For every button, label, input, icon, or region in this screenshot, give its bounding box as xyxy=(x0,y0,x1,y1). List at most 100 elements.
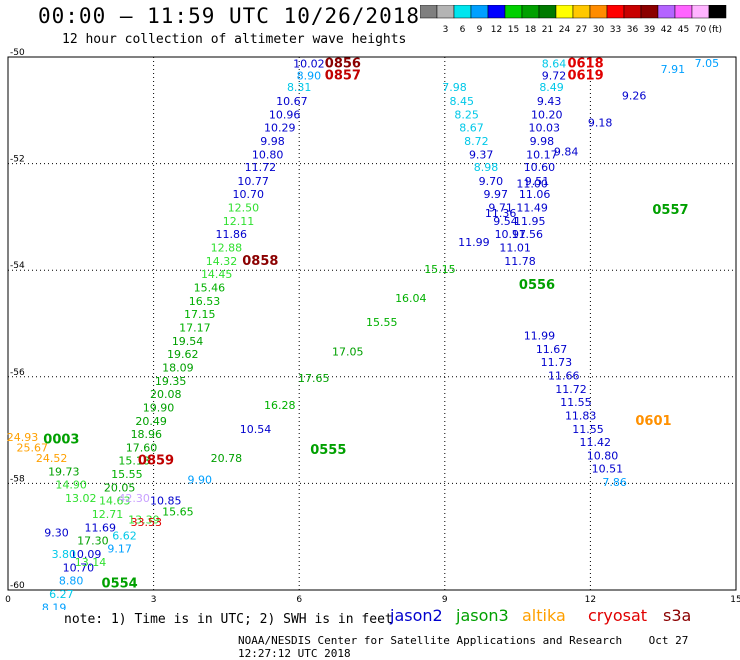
wave-height-point: 14.45 xyxy=(201,268,233,281)
pass-time-label: 0556 xyxy=(519,278,555,293)
wave-height-point: 10.80 xyxy=(587,449,619,462)
wave-height-point: 7.98 xyxy=(442,81,467,94)
wave-height-point: 10.54 xyxy=(240,423,272,436)
wave-height-point: 8.72 xyxy=(464,135,489,148)
x-tick-label: 15 xyxy=(730,595,740,605)
wave-height-point: 8.19 xyxy=(42,601,67,610)
wave-height-point: 9.70 xyxy=(479,175,504,188)
pass-time-label: 0859 xyxy=(138,454,174,469)
y-tick-label: -52 xyxy=(10,155,25,165)
wave-height-point: 11.55 xyxy=(560,396,592,409)
scale-label: 30 xyxy=(593,25,605,35)
wave-height-point: 10.02 xyxy=(293,58,325,71)
scale-unit: (ft) xyxy=(708,25,722,35)
wave-height-point: 7.05 xyxy=(695,57,720,70)
wave-height-point: 24.52 xyxy=(36,452,68,465)
wave-height-point: 10.29 xyxy=(264,122,296,135)
wave-height-point: 8.98 xyxy=(474,161,499,174)
wave-height-point: 15.15 xyxy=(424,263,456,276)
wave-height-point: 9.72 xyxy=(542,69,567,82)
scale-label: 3 xyxy=(443,25,449,35)
wave-height-point: 11.86 xyxy=(216,228,248,241)
chart-title: 00:00 – 11:59 UTC 10/26/2018 xyxy=(38,4,421,28)
pass-time-label: 0557 xyxy=(652,203,688,218)
wave-height-point: 10.51 xyxy=(592,463,624,476)
wave-height-point: 9.18 xyxy=(588,116,613,129)
scale-label: 9 xyxy=(477,25,483,35)
scale-label: 24 xyxy=(559,25,571,35)
wave-height-point: 11.99 xyxy=(458,236,490,249)
wave-height-point: 9.51 xyxy=(525,175,550,188)
pass-time-label: 0856 xyxy=(325,57,361,72)
wave-height-point: 11.01 xyxy=(499,242,531,255)
wave-height-point: 9.17 xyxy=(107,543,132,556)
wave-height-chart: 0 3 6 9 12 15-50-52-54-56-58-6010.028.908.311… xyxy=(5,48,740,610)
wave-height-point: 17.65 xyxy=(298,372,330,385)
wave-height-point: 11.55 xyxy=(572,423,604,436)
y-tick-label: -58 xyxy=(10,474,25,484)
wave-height-point: 13.14 xyxy=(75,556,107,569)
x-tick-label: 0 xyxy=(5,595,11,605)
scale-label: 6 xyxy=(460,25,466,35)
wave-height-point: 8.80 xyxy=(59,575,84,588)
wave-height-point: 11.72 xyxy=(555,383,587,396)
wave-height-point: 18.96 xyxy=(131,428,163,441)
wave-height-point: 25.67 xyxy=(17,441,49,454)
wave-height-point: 6.27 xyxy=(49,588,74,601)
wave-height-point: 8.67 xyxy=(459,122,484,135)
y-tick-label: -50 xyxy=(10,48,25,58)
wave-height-point: 11.72 xyxy=(245,161,277,174)
wave-height-point: 12.11 xyxy=(223,215,255,228)
legend-cryosat: cryosat xyxy=(588,606,648,625)
scale-label: 33 xyxy=(610,25,621,35)
scale-label: 18 xyxy=(525,25,537,35)
wave-height-point: 20.05 xyxy=(104,481,136,494)
scale-label: 39 xyxy=(644,25,656,35)
scale-label: 12 xyxy=(491,25,502,35)
wave-height-point: 16.04 xyxy=(395,292,427,305)
legend-altika: altika xyxy=(522,606,566,625)
scale-label: 70 xyxy=(695,25,707,35)
pass-time-label: 0618 xyxy=(567,57,603,72)
pass-time-label: 0554 xyxy=(102,576,138,591)
wave-height-point: 10.17 xyxy=(526,148,558,161)
wave-height-point: 10.70 xyxy=(232,188,264,201)
wave-height-point: 15.65 xyxy=(162,505,194,518)
wave-height-point: 11.83 xyxy=(565,409,597,422)
wave-height-point: 6.62 xyxy=(112,529,137,542)
wave-height-point: 9.37 xyxy=(469,148,494,161)
wave-height-point: 20.49 xyxy=(135,415,167,428)
wave-height-point: 10.67 xyxy=(276,95,308,108)
wave-height-point: 16.53 xyxy=(189,295,221,308)
wave-height-point: 9.84 xyxy=(554,146,579,159)
y-tick-label: -56 xyxy=(10,368,25,378)
wave-height-point: 17.15 xyxy=(184,308,216,321)
x-tick-label: 12 xyxy=(585,595,596,605)
wave-height-point: 18.09 xyxy=(162,361,194,374)
color-scale-bar: 3 6 9 12 15 18 21 24 27 30 33 36 39 42 45 70 (ft) xyxy=(420,5,727,35)
wave-height-point: 8.45 xyxy=(450,95,475,108)
wave-height-point: 9.71 xyxy=(488,202,513,215)
wave-height-point: 12.50 xyxy=(228,202,260,215)
y-tick-label: -54 xyxy=(10,261,25,271)
pass-time-label: 0601 xyxy=(635,414,671,429)
wave-height-point: 12.88 xyxy=(211,242,243,255)
wave-height-point: 9.30 xyxy=(44,527,69,540)
wave-height-point: 8.31 xyxy=(287,81,312,94)
wave-height-point: 10.09 xyxy=(70,548,102,561)
wave-height-point: 17.60 xyxy=(126,441,158,454)
wave-height-point: 9.43 xyxy=(537,95,562,108)
scale-label: 42 xyxy=(661,25,672,35)
wave-height-point: 10.80 xyxy=(252,148,284,161)
wave-height-point: 11.66 xyxy=(548,369,580,382)
legend-jason3: jason3 xyxy=(456,606,509,625)
wave-height-point: 9.98 xyxy=(260,135,285,148)
legend-jason2: jason2 xyxy=(390,606,443,625)
wave-height-point: 14.32 xyxy=(206,255,238,268)
wave-height-point: 8.90 xyxy=(297,69,322,82)
wave-height-point: 11.73 xyxy=(541,356,573,369)
wave-height-point: 10.20 xyxy=(531,108,563,121)
scale-label: 27 xyxy=(576,25,587,35)
credit-text: NOAA/NESDIS Center for Satellite Applica… xyxy=(238,634,623,647)
